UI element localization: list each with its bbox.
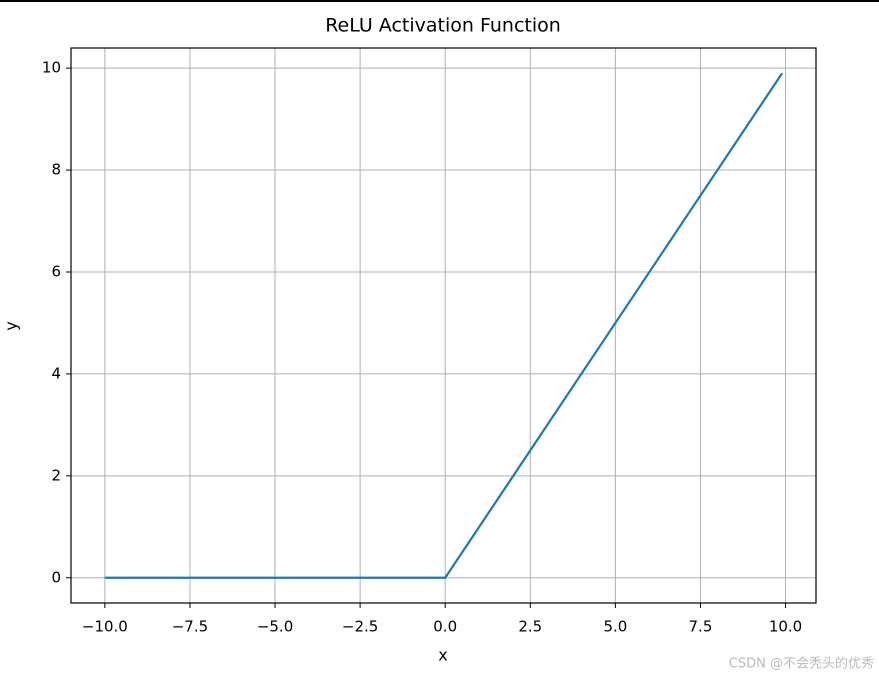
y-tick-label: 4 [51, 364, 61, 382]
plot-frame [70, 47, 817, 604]
chart-title: ReLU Activation Function [325, 15, 561, 37]
x-tick-label: 2.5 [518, 618, 542, 636]
y-tick-label: 6 [51, 262, 61, 280]
watermark: CSDN @不会秃头的优秀 [729, 656, 874, 672]
y-tick-label: 0 [51, 568, 61, 586]
x-tick-label: −10.0 [82, 618, 128, 636]
y-tick-label: 10 [42, 59, 61, 77]
x-axis-label: x [438, 646, 447, 665]
y-tick-label: 8 [51, 161, 61, 179]
x-tick-label: 5.0 [603, 618, 627, 636]
y-axis-label: y [2, 321, 21, 330]
x-tick-label: 7.5 [689, 618, 713, 636]
x-tick-label: 0.0 [433, 618, 457, 636]
x-tick-label: −7.5 [172, 618, 208, 636]
x-tick-label: −5.0 [257, 618, 293, 636]
y-tick-label: 2 [51, 466, 61, 484]
x-tick-label: 10.0 [769, 618, 802, 636]
x-tick-label: −2.5 [342, 618, 378, 636]
line [104, 72, 784, 579]
